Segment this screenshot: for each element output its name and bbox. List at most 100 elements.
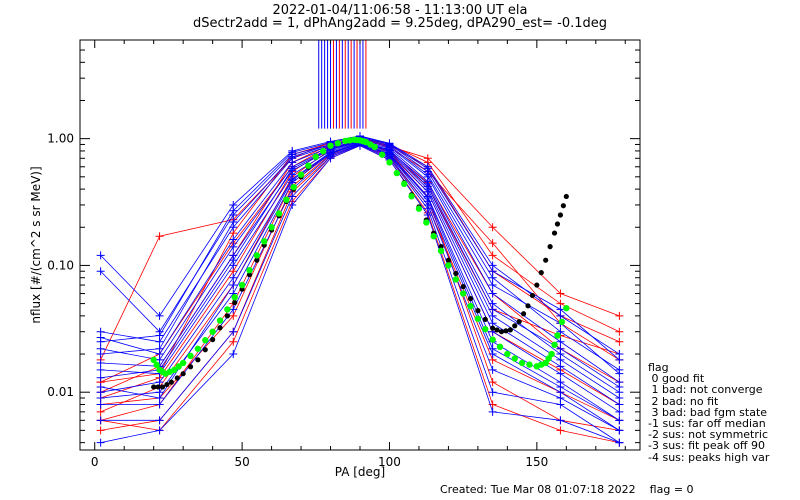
- green-fit-point: [253, 252, 261, 259]
- data-point: [615, 438, 624, 447]
- black-fit-point: [494, 327, 500, 333]
- green-fit-point: [393, 169, 401, 177]
- green-fit-point: [246, 267, 253, 274]
- data-point: [488, 251, 497, 260]
- green-fit-point: [334, 140, 342, 147]
- data-point: [488, 281, 497, 290]
- green-fit-point: [231, 294, 238, 301]
- green-fit-point: [371, 143, 378, 151]
- green-fit-point: [504, 350, 511, 358]
- data-point: [229, 273, 238, 282]
- data-point: [96, 438, 105, 447]
- black-fit-point: [503, 328, 509, 334]
- data-point: [229, 206, 238, 215]
- data-point: [155, 394, 164, 402]
- data-point: [155, 331, 164, 340]
- black-fit-point: [482, 316, 488, 322]
- data-point: [96, 382, 105, 391]
- green-fit-point: [153, 361, 160, 369]
- black-fit-point: [460, 284, 466, 290]
- green-fit-point: [171, 366, 178, 374]
- chart-title: 2022-01-04/11:06:58 - 11:13:00 UT ela: [272, 3, 528, 18]
- data-point: [615, 426, 624, 435]
- green-fit-point: [415, 205, 423, 212]
- data-point: [96, 337, 105, 346]
- data-point: [556, 289, 565, 298]
- green-fit-point: [261, 238, 268, 245]
- green-fit-point: [474, 315, 482, 322]
- green-fit-point: [209, 328, 216, 335]
- data-point: [288, 192, 297, 201]
- black-fit-point: [557, 212, 564, 218]
- green-fit-point: [378, 151, 386, 158]
- legend-item: -3 sus: fit peak off 90: [648, 439, 765, 453]
- data-point: [615, 382, 624, 391]
- green-fit-point: [312, 153, 319, 160]
- y-tick-label: 0.01: [47, 385, 74, 399]
- black-fit-point: [475, 308, 481, 314]
- y-tick-label: 0.10: [47, 258, 74, 272]
- black-fit-point: [525, 303, 531, 309]
- black-fit-point: [512, 323, 518, 329]
- legend-item: -4 sus: peaks high var: [648, 450, 770, 464]
- black-fit-point: [232, 299, 238, 306]
- green-fit-point: [319, 148, 327, 155]
- green-fit-point: [150, 356, 157, 364]
- data-point: [423, 154, 432, 163]
- legend-item: 0 good fit: [648, 372, 705, 386]
- data-point: [488, 239, 497, 248]
- data-point: [229, 327, 238, 336]
- black-fit-point: [534, 282, 540, 288]
- data-point: [96, 365, 105, 374]
- legend-item: -2 sus: not symmetric: [648, 428, 768, 442]
- data-point: [96, 416, 105, 425]
- black-fit-point: [246, 272, 253, 278]
- data-point: [229, 305, 238, 314]
- data-point: [615, 311, 624, 320]
- legend-item: 1 bad: not converge: [648, 383, 763, 397]
- data-point: [556, 426, 565, 435]
- black-fit-point: [498, 329, 505, 335]
- data-point: [556, 400, 565, 409]
- series-line: [100, 135, 620, 355]
- green-fit-point: [526, 361, 533, 368]
- black-fit-point: [159, 384, 166, 390]
- data-point: [96, 426, 105, 435]
- data-point: [155, 232, 164, 241]
- y-axis-label: nflux [#/(cm^2 s sr MeV)]: [29, 166, 43, 323]
- data-point: [488, 344, 497, 353]
- green-fit-point: [489, 336, 496, 343]
- black-fit-point: [180, 371, 186, 377]
- legend-item: 2 bad: no fit: [648, 394, 719, 408]
- black-fit-point: [195, 357, 201, 363]
- black-fit-point: [155, 384, 161, 390]
- green-fit-point: [290, 183, 297, 191]
- green-fit-point: [496, 343, 504, 351]
- black-fit-point: [202, 347, 208, 353]
- green-fit-point: [297, 171, 305, 178]
- black-fit-point: [551, 230, 558, 236]
- data-point: [155, 426, 164, 435]
- green-fit-point: [437, 247, 445, 255]
- black-fit-point: [453, 270, 459, 277]
- green-fit-point: [283, 196, 290, 203]
- chart-subtitle: dSectr2add = 1, dPhAng2add = 9.25deg, dP…: [192, 16, 608, 31]
- green-fit-point: [327, 142, 334, 149]
- x-tick-label: 0: [91, 455, 99, 469]
- data-point: [96, 267, 105, 276]
- data-point: [615, 337, 624, 346]
- green-fit-point: [179, 359, 187, 367]
- green-fit-point: [202, 337, 209, 344]
- data-lines: [96, 131, 624, 447]
- data-point: [615, 416, 624, 425]
- data-point: [155, 311, 164, 320]
- black-fit-point: [490, 325, 496, 331]
- data-point: [385, 150, 394, 159]
- data-point: [556, 382, 565, 391]
- x-tick-label: 150: [525, 455, 548, 469]
- data-point: [615, 369, 624, 378]
- green-fit-point: [563, 304, 570, 312]
- data-point: [229, 337, 238, 346]
- data-point: [288, 200, 297, 209]
